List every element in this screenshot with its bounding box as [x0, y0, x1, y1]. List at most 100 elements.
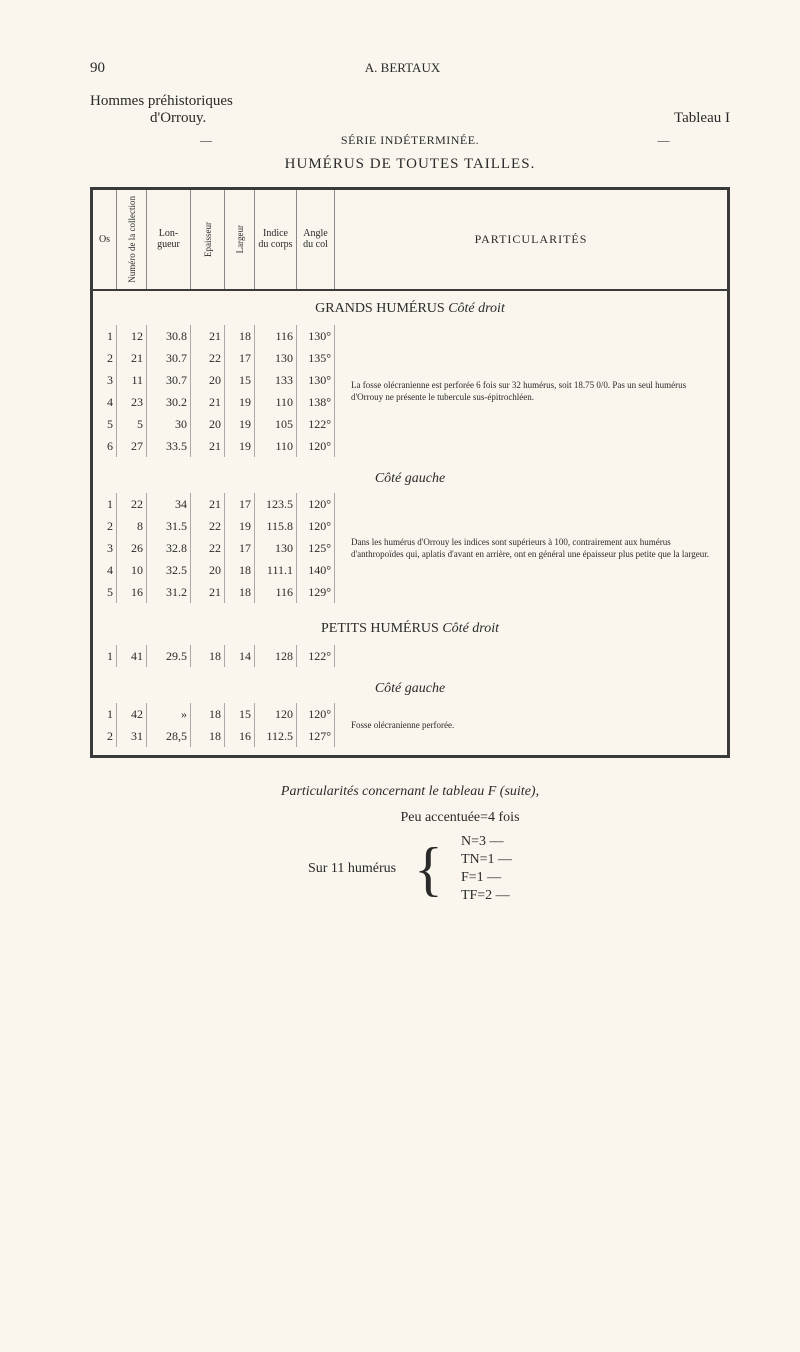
- table-cell: 120°: [297, 493, 334, 515]
- table-cell: 31.5: [147, 515, 190, 537]
- table-cell: 17: [225, 347, 254, 369]
- table-cell: 18: [191, 703, 224, 725]
- table-cell: 29.5: [147, 645, 190, 667]
- data-section: 123452282610163431.532.832.531.221222220…: [93, 493, 727, 611]
- header-numero: Numéro de la collection: [127, 196, 137, 283]
- table-cell: 22: [191, 515, 224, 537]
- table-cell: 21: [117, 347, 146, 369]
- table-cell: 18: [191, 725, 224, 747]
- table-cell: 21: [191, 435, 224, 457]
- table-cell: 33.5: [147, 435, 190, 457]
- table-cell: 20: [191, 413, 224, 435]
- data-column: 2122222021: [191, 493, 225, 603]
- title-place: d'Orrouy.: [90, 110, 233, 127]
- data-column: 4231: [117, 703, 147, 747]
- data-column: 12211123527: [117, 325, 147, 457]
- data-section: 1234561221112352730.830.730.730.23033.52…: [93, 325, 727, 465]
- table-cell: 31.2: [147, 581, 190, 603]
- data-column: 116130133110105110: [255, 325, 297, 457]
- table-cell: 26: [117, 537, 146, 559]
- table-cell: 120°: [297, 515, 334, 537]
- data-section: 14129.51814128122°: [93, 645, 727, 675]
- section-title: PETITS HUMÉRUS Côté droit: [93, 611, 727, 645]
- table-cell: 1: [93, 703, 116, 725]
- table-cell: 5: [93, 581, 116, 603]
- table-cell: 27: [117, 435, 146, 457]
- table-cell: 32.8: [147, 537, 190, 559]
- table-cell: 30: [147, 413, 190, 435]
- table-cell: 21: [191, 391, 224, 413]
- table-cell: 30.7: [147, 369, 190, 391]
- table-cell: 31: [117, 725, 146, 747]
- table-cell: 21: [191, 325, 224, 347]
- bottom-line1: Peu accentuée=4 fois: [90, 810, 730, 826]
- brace-icon: {: [414, 845, 443, 893]
- data-column: 14: [225, 645, 255, 667]
- table-cell: 16: [225, 725, 254, 747]
- table-cell: 105: [255, 413, 296, 435]
- table-cell: 3: [93, 537, 116, 559]
- table-cell: 120: [255, 703, 296, 725]
- table-cell: 17: [225, 537, 254, 559]
- data-column: 212220212021: [191, 325, 225, 457]
- table-cell: 42: [117, 703, 146, 725]
- data-column: 130°135°130°138°122°120°: [297, 325, 335, 457]
- data-column: 181715191919: [225, 325, 255, 457]
- data-column: 120112.5: [255, 703, 297, 747]
- data-column: 12: [93, 703, 117, 747]
- table-cell: 15: [225, 703, 254, 725]
- table-cell: 30.2: [147, 391, 190, 413]
- title-group: Hommes préhistoriques: [90, 93, 233, 110]
- data-column: 120°127°: [297, 703, 335, 747]
- bottom-item: TF=2 —: [461, 888, 512, 904]
- table-cell: 17: [225, 493, 254, 515]
- table-cell: 12: [117, 325, 146, 347]
- table-cell: 130°: [297, 325, 334, 347]
- data-column: 3431.532.832.531.2: [147, 493, 191, 603]
- table-cell: 4: [93, 559, 116, 581]
- author-name: A. BERTAUX: [105, 60, 700, 77]
- table-cell: 4: [93, 391, 116, 413]
- data-column: 123.5115.8130111.1116: [255, 493, 297, 603]
- table-cell: 34: [147, 493, 190, 515]
- table-cell: 1: [93, 493, 116, 515]
- remarks-text: Dans les humérus d'Orrouy les indices so…: [335, 493, 727, 603]
- table-cell: 30.8: [147, 325, 190, 347]
- header-particularites: PARTICULARITÉS: [335, 190, 727, 289]
- table-cell: 2: [93, 725, 116, 747]
- series-label: SÉRIE INDÉTERMINÉE.: [341, 133, 479, 148]
- header-indice: Indice du corps: [255, 190, 297, 289]
- data-column: 30.830.730.730.23033.5: [147, 325, 191, 457]
- table-cell: 125°: [297, 537, 334, 559]
- table-cell: 14: [225, 645, 254, 667]
- table-cell: 140°: [297, 559, 334, 581]
- table-cell: 5: [117, 413, 146, 435]
- table-cell: 110: [255, 391, 296, 413]
- table-cell: 138°: [297, 391, 334, 413]
- data-section: 124231»28,518181516120112.5120°127°Fosse…: [93, 703, 727, 755]
- remarks-text: La fosse olécranienne est perforée 6 foi…: [335, 325, 727, 457]
- data-column: 12345: [93, 493, 117, 603]
- remarks-text: [335, 645, 727, 667]
- subsection-title: Côté gauche: [93, 675, 727, 703]
- header-angle: Angle du col: [297, 190, 335, 289]
- table-cell: 15: [225, 369, 254, 391]
- table-cell: 122°: [297, 413, 334, 435]
- table-cell: 18: [191, 645, 224, 667]
- table-cell: 6: [93, 435, 116, 457]
- table-cell: 116: [255, 581, 296, 603]
- table-cell: 120°: [297, 435, 334, 457]
- table-cell: 129°: [297, 581, 334, 603]
- table-cell: 2: [93, 347, 116, 369]
- table-cell: 28,5: [147, 725, 190, 747]
- bottom-item: N=3 —: [461, 834, 512, 850]
- tableau-number: Tableau I: [674, 110, 730, 127]
- header-epaisseur: Epaisseur: [203, 222, 213, 257]
- bottom-title: Particularités concernant le tableau F (…: [90, 784, 730, 800]
- table-cell: 128: [255, 645, 296, 667]
- table-cell: 10: [117, 559, 146, 581]
- data-column: 228261016: [117, 493, 147, 603]
- subsection-title: Côté gauche: [93, 465, 727, 493]
- table-cell: 123.5: [255, 493, 296, 515]
- table-cell: 19: [225, 413, 254, 435]
